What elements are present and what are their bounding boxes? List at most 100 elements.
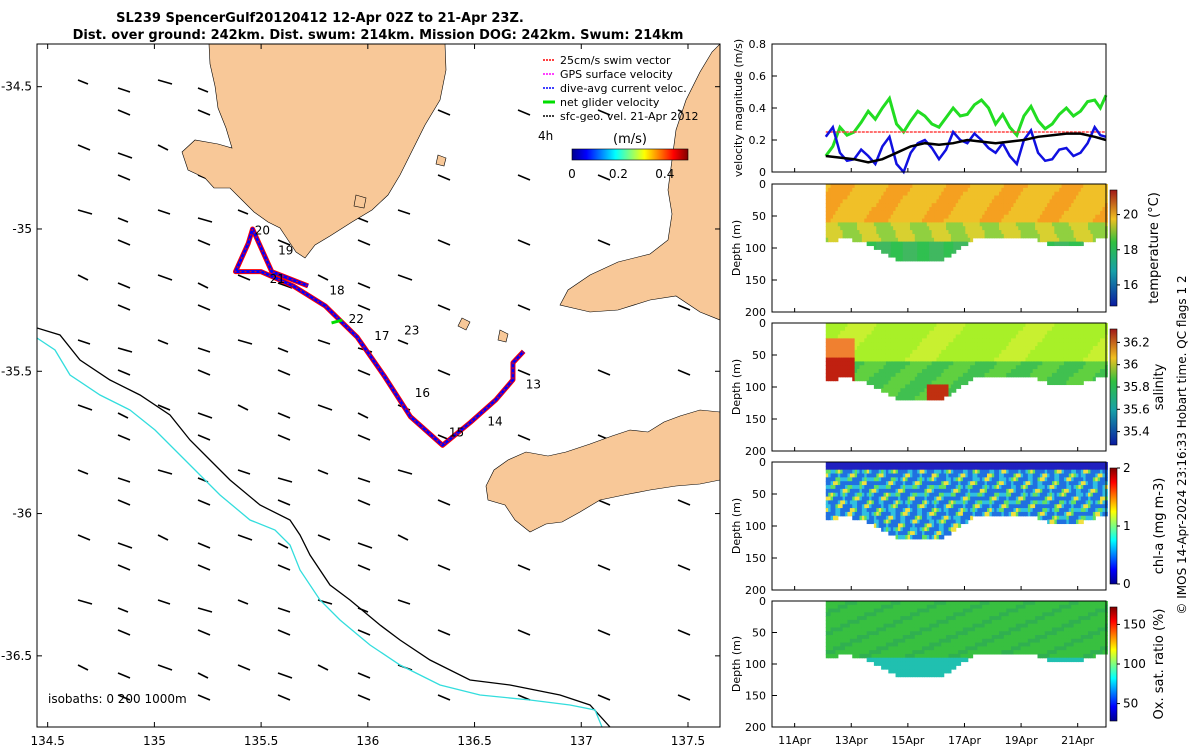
- heatmap-cell: [1023, 191, 1027, 197]
- heatmap-cell: [832, 338, 837, 343]
- heatmap-cell: [974, 326, 978, 332]
- heatmap-cell: [890, 334, 894, 339]
- heatmap-cell: [902, 222, 906, 227]
- current-vector-arrow: [157, 469, 173, 475]
- heatmap-cell: [881, 519, 885, 525]
- heatmap-cell: [1037, 349, 1041, 355]
- colorbar-label: temperature (°C): [1147, 192, 1162, 304]
- heatmap-cell: [1008, 222, 1012, 227]
- heatmap-cell: [861, 210, 865, 216]
- heatmap-cell: [1078, 353, 1082, 359]
- heatmap-cell: [861, 515, 865, 521]
- heatmap-cell: [1083, 376, 1087, 382]
- heatmap-cell: [936, 395, 940, 401]
- heatmap-cell: [962, 353, 966, 359]
- heatmap-cell: [936, 519, 940, 525]
- heatmap-cell: [926, 462, 930, 467]
- heatmap-cell: [1061, 203, 1065, 208]
- heatmap-cell: [960, 187, 964, 193]
- heatmap-cell: [854, 353, 858, 359]
- heatmap-cell: [871, 346, 875, 351]
- heatmap-cell: [835, 511, 839, 517]
- heatmap-cell: [924, 488, 928, 494]
- heatmap-cell: [1023, 233, 1027, 239]
- heatmap-cell: [1078, 334, 1082, 339]
- heatmap-cell: [1003, 334, 1007, 339]
- heatmap-cell: [852, 372, 856, 378]
- heatmap-cell: [917, 326, 921, 332]
- heatmap-cell: [984, 326, 988, 332]
- heatmap-cell: [936, 199, 940, 204]
- heatmap-cell: [936, 184, 940, 189]
- heatmap-cell: [934, 222, 938, 227]
- heatmap-cell: [1039, 226, 1043, 231]
- heatmap-cell: [881, 203, 885, 208]
- heatmap-cell: [922, 195, 926, 200]
- heatmap-cell: [1044, 226, 1048, 231]
- heatmap-cell: [1078, 357, 1082, 362]
- heatmap-cell: [1083, 357, 1087, 362]
- current-vector-arrow: [597, 629, 611, 636]
- heatmap-cell: [938, 184, 942, 189]
- heatmap-cell: [1054, 376, 1058, 382]
- heatmap-cell: [999, 184, 1003, 189]
- heatmap-cell: [917, 214, 921, 220]
- heatmap-cell: [897, 392, 901, 397]
- heatmap-cell: [1039, 334, 1043, 339]
- heatmap-cell: [1085, 342, 1089, 347]
- heatmap-cell: [1039, 191, 1043, 197]
- heatmap-cell: [977, 222, 981, 227]
- heatmap-cell: [967, 338, 971, 343]
- heatmap-cell: [876, 511, 880, 517]
- heatmap-cell: [943, 527, 947, 532]
- heatmap-cell: [950, 346, 954, 351]
- heatmap-cell: [1083, 361, 1087, 366]
- heatmap-cell: [857, 357, 861, 362]
- heatmap-cell: [936, 531, 940, 536]
- heatmap-cell: [950, 372, 954, 378]
- heatmap-cell: [902, 534, 906, 540]
- heatmap-cell: [1051, 369, 1055, 374]
- heatmap-cell: [958, 203, 962, 208]
- heatmap-cell: [832, 361, 837, 366]
- heatmap-cell: [861, 465, 865, 471]
- velocity-y-tick-label: 0.2: [749, 134, 767, 147]
- heatmap-cell: [1015, 323, 1019, 328]
- heatmap-cell: [991, 210, 995, 216]
- heatmap-cell: [953, 214, 957, 220]
- heatmap-cell: [934, 323, 938, 328]
- current-vector-arrow: [437, 369, 451, 376]
- heatmap-cell: [825, 488, 829, 494]
- heatmap-cell: [941, 184, 945, 189]
- heatmap-cell: [934, 342, 938, 347]
- heatmap-cell: [900, 504, 904, 509]
- heatmap-cell: [905, 326, 909, 332]
- heatmap-cell: [912, 342, 916, 347]
- heatmap-cell: [859, 372, 863, 378]
- heatmap-cell: [1042, 195, 1046, 200]
- heatmap-cell: [847, 342, 851, 347]
- heatmap-cell: [878, 488, 882, 494]
- heatmap-cell: [864, 469, 868, 475]
- heatmap-cell: [909, 349, 913, 355]
- heatmap-cell: [905, 365, 909, 370]
- heatmap-cell: [924, 384, 928, 389]
- heatmap-cell: [953, 195, 957, 200]
- heatmap-cell: [943, 323, 947, 328]
- heatmap-cell: [965, 203, 969, 208]
- heatmap-cell: [962, 365, 966, 370]
- heatmap-cell: [842, 488, 846, 494]
- heatmap-cell: [835, 496, 839, 501]
- heatmap-cell: [912, 222, 916, 227]
- heatmap-cell: [1102, 222, 1106, 227]
- heatmap-cell: [1027, 361, 1031, 366]
- heatmap-cell: [926, 511, 930, 517]
- heatmap-cell: [924, 372, 928, 378]
- heatmap-cell: [900, 462, 904, 467]
- heatmap-cell: [962, 342, 966, 347]
- current-vector-arrow: [197, 87, 209, 93]
- heatmap-cell: [979, 199, 983, 204]
- heatmap-cell: [958, 187, 962, 193]
- heatmap-cell: [958, 384, 962, 389]
- heatmap-cell: [1006, 195, 1010, 200]
